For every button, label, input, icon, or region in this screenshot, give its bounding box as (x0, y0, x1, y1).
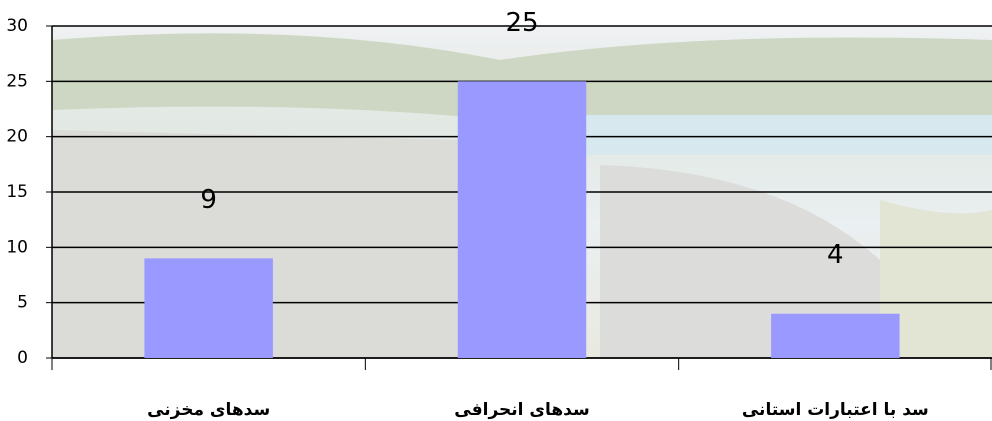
y-tick-label: 25 (6, 71, 28, 91)
y-tick-label: 30 (6, 16, 28, 36)
x-tick-label: سدهای انحرافی (454, 400, 589, 420)
bar (457, 81, 587, 358)
bar (771, 313, 900, 358)
x-tick-label: سدهای مخزنی (147, 400, 270, 420)
y-tick-label: 0 (17, 348, 28, 368)
data-label: 4 (827, 240, 844, 270)
x-tick-label: سد با اعتبارات استانی (742, 400, 929, 420)
y-tick-label: 10 (6, 237, 28, 257)
bar (144, 258, 273, 358)
data-label: 25 (505, 8, 538, 38)
data-label: 9 (200, 185, 217, 215)
y-tick-label: 15 (6, 182, 28, 202)
y-tick-label: 5 (17, 293, 28, 313)
y-tick-label: 20 (6, 127, 28, 147)
